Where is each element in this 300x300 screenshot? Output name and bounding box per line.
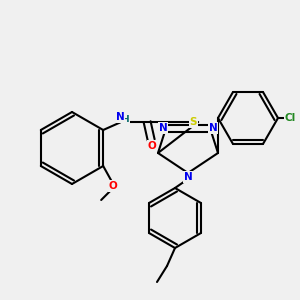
Text: Cl: Cl	[284, 113, 296, 123]
Text: S: S	[189, 117, 197, 127]
Text: N: N	[184, 172, 192, 182]
Text: H: H	[122, 116, 129, 124]
Text: N: N	[208, 123, 217, 133]
Text: O: O	[148, 141, 157, 151]
Text: N: N	[116, 112, 124, 122]
Text: O: O	[109, 181, 118, 191]
Text: N: N	[159, 123, 167, 133]
